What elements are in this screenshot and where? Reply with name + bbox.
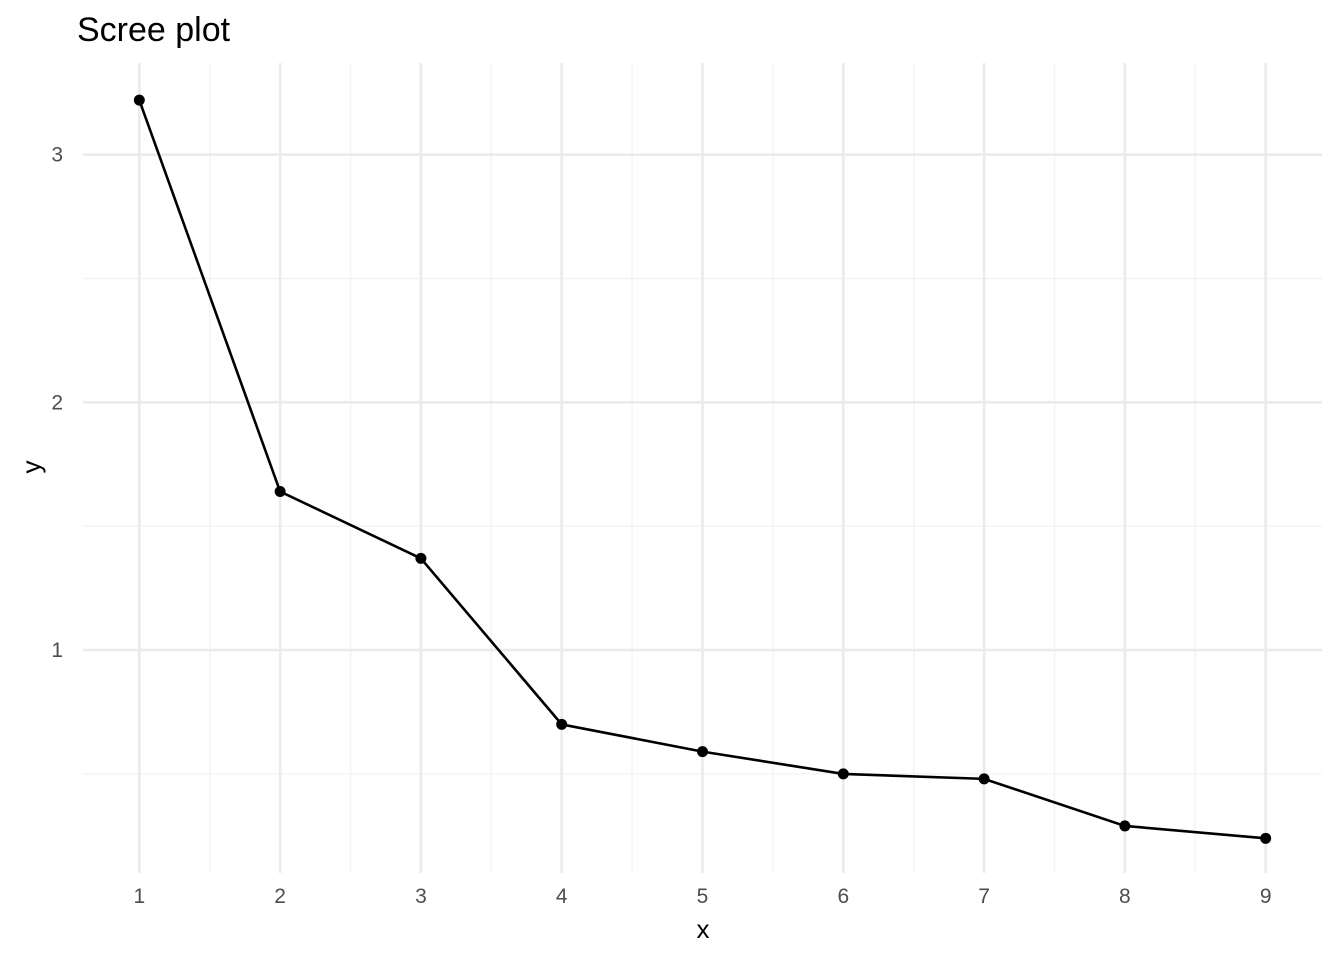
x-tick-label: 9 (1260, 885, 1272, 908)
y-axis-tick-labels: 1 2 3 (51, 144, 63, 662)
data-point (837, 768, 849, 780)
x-axis-tick-labels: 1 2 3 4 5 6 7 8 9 (133, 885, 1271, 908)
x-axis-title: x (697, 914, 710, 944)
y-axis-title: y (16, 461, 46, 474)
x-tick-label: 8 (1119, 885, 1131, 908)
x-tick-label: 3 (415, 885, 427, 908)
x-tick-label: 1 (133, 885, 145, 908)
x-tick-label: 6 (837, 885, 849, 908)
y-tick-label: 2 (51, 391, 63, 414)
data-point (274, 486, 286, 498)
data-point (415, 552, 427, 564)
y-tick-label: 1 (51, 639, 63, 662)
x-tick-label: 2 (274, 885, 286, 908)
data-points (133, 94, 1272, 844)
data-point (978, 773, 990, 785)
y-tick-label: 3 (51, 144, 63, 167)
major-gridlines (83, 63, 1322, 873)
x-tick-label: 5 (697, 885, 709, 908)
x-tick-label: 7 (978, 885, 990, 908)
chart-title: Scree plot (77, 11, 231, 49)
data-point (1260, 832, 1272, 844)
data-point (133, 94, 145, 106)
x-tick-label: 4 (556, 885, 568, 908)
data-point (556, 718, 568, 730)
data-point (697, 746, 708, 758)
data-point (1119, 820, 1131, 832)
